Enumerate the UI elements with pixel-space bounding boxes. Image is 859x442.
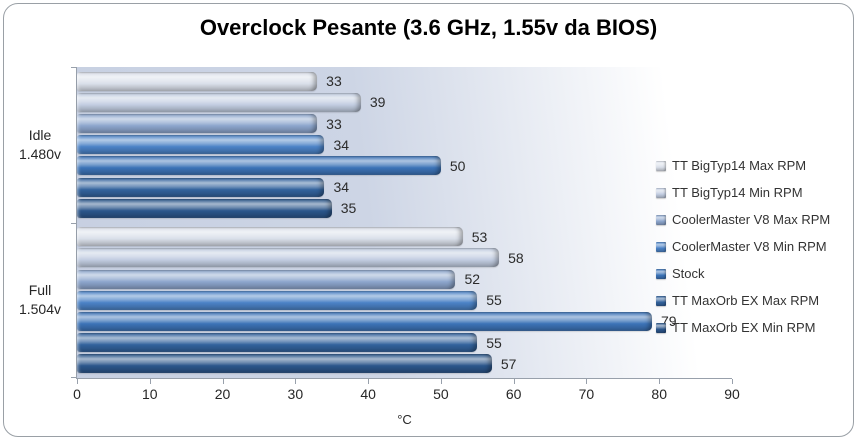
bar-tt-maxorb-ex-max-rpm <box>77 177 325 197</box>
bar-coolermaster-v8-max-rpm <box>77 114 318 134</box>
x-axis-tick-label: 50 <box>433 386 449 402</box>
x-axis-tick-label: 0 <box>73 386 81 402</box>
x-axis-tick-mark <box>368 379 370 384</box>
bar-row: 33 <box>77 114 732 134</box>
legend-item: CoolerMaster V8 Min RPM <box>656 233 830 260</box>
legend-item-label: Stock <box>672 266 705 281</box>
legend-item: TT BigTyp14 Max RPM <box>656 152 830 179</box>
category-group-full: 53 58 52 55 79 55 57 <box>77 223 732 379</box>
bar-value-label: 53 <box>471 228 488 245</box>
category-group-idle: 33 39 33 34 50 34 35 <box>77 67 732 223</box>
x-axis-tick-label: 90 <box>724 386 740 402</box>
legend-item: TT MaxOrb EX Min RPM <box>656 314 830 341</box>
bar-value-label: 35 <box>340 200 357 217</box>
legend-item-label: CoolerMaster V8 Min RPM <box>672 239 827 254</box>
bar-tt-bigtyp14-min-rpm <box>77 248 500 268</box>
bar-value-label: 34 <box>333 179 350 196</box>
bar-stock <box>77 156 441 176</box>
bar-tt-maxorb-ex-max-rpm <box>77 333 478 353</box>
bar-value-label: 50 <box>449 157 466 174</box>
bar-tt-maxorb-ex-min-rpm <box>77 354 492 374</box>
category-label: Idle 1.480v <box>18 126 62 162</box>
x-axis-tick-mark <box>659 379 661 384</box>
x-axis-tick-mark <box>440 379 442 384</box>
x-axis-tick-mark <box>732 379 733 384</box>
bar-tt-bigtyp14-max-rpm <box>77 227 463 247</box>
legend-marker-icon <box>656 160 666 171</box>
bar-value-label: 58 <box>508 249 524 266</box>
y-axis-tick-mark <box>71 377 77 378</box>
x-axis-tick-label: 20 <box>214 386 231 402</box>
x-axis-tick-label: 40 <box>360 386 376 402</box>
bar-value-label: 33 <box>326 115 342 132</box>
x-axis-tick-label: 60 <box>505 386 522 402</box>
bar-coolermaster-v8-max-rpm <box>77 269 456 289</box>
legend-marker-icon <box>656 322 666 333</box>
bar-row: 33 <box>77 71 732 91</box>
bar-coolermaster-v8-min-rpm <box>77 290 478 310</box>
legend-item: TT BigTyp14 Min RPM <box>656 179 830 206</box>
x-axis-tick-mark <box>586 379 588 384</box>
bar-tt-bigtyp14-max-rpm <box>77 71 318 91</box>
bar-row: 55 <box>77 333 732 353</box>
bar-row: 79 <box>77 311 732 331</box>
chart-title: Overclock Pesante (3.6 GHz, 1.55v da BIO… <box>199 15 658 40</box>
bar-value-label: 52 <box>464 271 481 288</box>
y-axis-tick-mark <box>71 222 77 224</box>
bar-value-label: 57 <box>500 355 517 372</box>
x-axis-tick-label: 30 <box>287 386 304 402</box>
bar-row: 34 <box>77 177 732 197</box>
x-axis-tick-mark <box>149 379 151 384</box>
legend-item: Stock <box>656 260 830 287</box>
bar-value-label: 34 <box>333 136 350 153</box>
legend-item-label: TT MaxOrb EX Min RPM <box>672 320 816 335</box>
bar-row: 35 <box>77 198 732 218</box>
bar-stock <box>77 311 652 331</box>
legend-marker-icon <box>656 214 666 225</box>
bar-value-label: 39 <box>369 94 386 111</box>
chart-frame: Overclock Pesante (3.6 GHz, 1.55v da BIO… <box>3 3 854 437</box>
bar-row: 52 <box>77 269 732 289</box>
x-axis-tick-label: 70 <box>578 386 595 402</box>
bar-row: 39 <box>77 92 732 112</box>
x-axis-tick-label: 10 <box>141 386 158 402</box>
bar-row: 53 <box>77 227 732 247</box>
legend-item-label: TT MaxOrb EX Max RPM <box>672 293 820 308</box>
x-axis-title: °C <box>397 412 412 427</box>
bar-value-label: 33 <box>326 73 342 90</box>
legend: TT BigTyp14 Max RPM TT BigTyp14 Min RPM Co… <box>656 152 830 341</box>
bar-row: 50 <box>77 156 732 176</box>
bar-row: 55 <box>77 290 732 310</box>
legend-marker-icon <box>656 187 666 198</box>
bar-value-label: 55 <box>486 292 502 309</box>
legend-item-label: TT BigTyp14 Max RPM <box>672 158 807 173</box>
legend-item: TT MaxOrb EX Max RPM <box>656 287 830 314</box>
legend-marker-icon <box>656 241 666 252</box>
legend-item-label: CoolerMaster V8 Max RPM <box>672 212 831 227</box>
x-axis-tick-label: 80 <box>651 386 668 402</box>
bar-tt-bigtyp14-min-rpm <box>77 92 361 112</box>
bar-row: 58 <box>77 248 732 268</box>
bar-row: 34 <box>77 135 732 155</box>
bar-value-label: 55 <box>486 334 502 351</box>
x-axis-tick-mark <box>77 379 78 384</box>
plot-area: 33 39 33 34 50 34 35 Idle 1.480v 53 58 52 55 79 55 57 Fu… <box>19 67 740 427</box>
bar-row: 57 <box>77 354 732 374</box>
legend-marker-icon <box>656 268 666 279</box>
category-label: Full 1.504v <box>18 282 62 318</box>
x-axis-tick-mark <box>222 379 224 384</box>
x-axis-tick-mark <box>513 379 515 384</box>
legend-item-label: TT BigTyp14 Min RPM <box>672 185 803 200</box>
bar-coolermaster-v8-min-rpm <box>77 135 325 155</box>
legend-item: CoolerMaster V8 Max RPM <box>656 206 830 233</box>
y-axis-tick-mark <box>71 67 77 68</box>
bar-tt-maxorb-ex-min-rpm <box>77 198 332 218</box>
legend-marker-icon <box>656 295 666 306</box>
x-axis-tick-mark <box>295 379 297 384</box>
